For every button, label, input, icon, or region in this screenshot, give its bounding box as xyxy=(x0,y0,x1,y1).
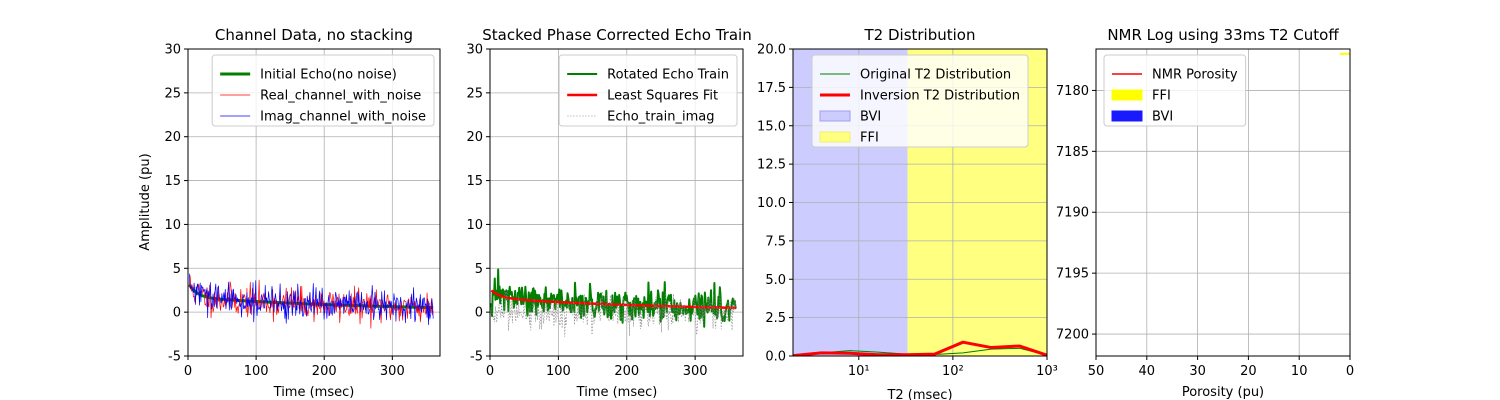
legend: Original T2 Distribution Inversion T2 Dis… xyxy=(811,54,1029,148)
panel-t2-distribution: 10¹ 10² 10³ 0.0 2.5 5.0 7.5 10.0 12.5 15.0 17.5 20.… xyxy=(757,26,1058,400)
x-tick-label: 0 xyxy=(184,364,192,379)
plot-area-nmr-log: 50 40 30 20 10 0 7180 7185 7190 7195 7200 NMR Poros… xyxy=(1056,48,1354,379)
y-tick-label: 5.0 xyxy=(765,273,786,288)
legend-label: Inversion T2 Distribution xyxy=(860,89,1020,104)
x-tick-label: 100 xyxy=(546,364,571,379)
series-line-inversion-t2-distribution xyxy=(793,340,1047,356)
y-tick-label: 2.5 xyxy=(765,311,786,326)
y-tick-label: -5 xyxy=(168,350,181,365)
y-tick-label: 17.5 xyxy=(757,81,786,96)
x-tick-label: 50 xyxy=(1088,364,1105,379)
legend-box xyxy=(811,54,1029,148)
legend-swatch xyxy=(819,131,851,143)
y-tick-label: 15.0 xyxy=(757,119,786,134)
y-tick-label: 0.0 xyxy=(765,350,786,365)
chart-title-nmr-log: NMR Log using 33ms T2 Cutoff xyxy=(1107,26,1339,44)
legend-swatch xyxy=(1111,110,1143,122)
x-tick-label: 300 xyxy=(380,364,405,379)
legend-label: BVI xyxy=(1152,110,1173,125)
x-tick-label: 0 xyxy=(486,364,494,379)
chart-title-stacked-echo-train: Stacked Phase Corrected Echo Train xyxy=(482,26,752,44)
chart-title-t2-distribution: T2 Distribution xyxy=(864,26,976,44)
y-axis-label-channel-data: Amplitude (pu) xyxy=(138,153,153,250)
x-tick-label: 10² xyxy=(942,364,964,379)
x-tick-label: 20 xyxy=(1240,364,1257,379)
x-axis-label-t2-distribution: T2 (msec) xyxy=(886,388,952,400)
x-axis-label-stacked-echo-train: Time (msec) xyxy=(576,385,658,400)
legend-box xyxy=(1103,54,1247,127)
series-line-echo-train-imag xyxy=(491,289,737,337)
y-tick-label: 7185 xyxy=(1056,145,1089,160)
x-axis-label-nmr-log: Porosity (pu) xyxy=(1182,385,1264,400)
y-tick-label: 10 xyxy=(164,218,181,233)
y-tick-label: 15 xyxy=(164,174,181,189)
legend-label: Real_channel_with_noise xyxy=(260,89,421,104)
x-axis-label-channel-data: Time (msec) xyxy=(273,385,355,400)
y-tick-label: 15 xyxy=(466,174,483,189)
legend-box xyxy=(211,54,435,127)
legend-label: BVI xyxy=(860,110,881,125)
y-tick-label: 7190 xyxy=(1056,206,1089,221)
x-tick-label: 100 xyxy=(244,364,269,379)
legend-label: Least Squares Fit xyxy=(607,89,718,104)
y-tick-label: 7200 xyxy=(1056,328,1089,343)
x-tick-label: 30 xyxy=(1189,364,1206,379)
legend-label: Imag_channel_with_noise xyxy=(260,110,426,125)
y-tick-label: 30 xyxy=(466,43,483,58)
axes-frame xyxy=(489,48,744,357)
axes-frame xyxy=(792,48,1048,357)
legend-label: Rotated Echo Train xyxy=(607,68,729,83)
legend-label: Original T2 Distribution xyxy=(860,68,1011,83)
y-tick-label: 7195 xyxy=(1056,267,1089,282)
y-tick-label: 0 xyxy=(173,306,181,321)
y-tick-label: 20.0 xyxy=(757,43,786,58)
y-tick-label: -5 xyxy=(470,350,483,365)
x-tick-label: 10³ xyxy=(1036,364,1058,379)
y-tick-label: 25 xyxy=(164,86,181,101)
x-tick-label: 10¹ xyxy=(848,364,870,379)
x-tick-label: 200 xyxy=(312,364,337,379)
x-tick-label: 10 xyxy=(1291,364,1308,379)
series-line-imag-channel-with-noise xyxy=(189,273,434,326)
y-tick-label: 10 xyxy=(466,218,483,233)
plot-area-t2-distribution: 10¹ 10² 10³ 0.0 2.5 5.0 7.5 10.0 12.5 15.0 17.5 20.… xyxy=(757,43,1058,380)
legend: NMR Porosity FFI BVI xyxy=(1103,54,1247,127)
y-tick-label: 12.5 xyxy=(757,158,786,173)
x-tick-label: 0 xyxy=(1346,364,1354,379)
legend: Rotated Echo Train Least Squares Fit Echo_… xyxy=(558,54,738,127)
y-tick-label: 7.5 xyxy=(765,234,786,249)
y-tick-label: 25 xyxy=(466,86,483,101)
axes-frame xyxy=(187,48,441,357)
y-tick-label: 20 xyxy=(466,130,483,145)
legend-swatch xyxy=(819,110,851,122)
legend-label: FFI xyxy=(860,131,879,146)
y-tick-label: 5 xyxy=(173,262,181,277)
y-tick-label: 0 xyxy=(475,306,483,321)
legend-label: Echo_train_imag xyxy=(607,110,714,125)
panel-nmr-log: 50 40 30 20 10 0 7180 7185 7190 7195 7200 NMR Poros… xyxy=(1056,26,1354,400)
y-tick-label: 7180 xyxy=(1056,84,1089,99)
y-tick-label: 20 xyxy=(164,130,181,145)
legend-box xyxy=(558,54,738,127)
y-tick-label: 5 xyxy=(475,262,483,277)
chart-title-channel-data: Channel Data, no stacking xyxy=(215,26,413,44)
y-tick-label: 30 xyxy=(164,43,181,58)
legend-label: Initial Echo(no noise) xyxy=(260,68,397,83)
legend: Initial Echo(no noise) Real_channel_with_… xyxy=(211,54,435,127)
series-line-rotated-echo-train xyxy=(490,268,737,328)
y-tick-label: 10.0 xyxy=(757,196,786,211)
x-tick-label: 200 xyxy=(614,364,639,379)
x-tick-label: 300 xyxy=(683,364,708,379)
legend-label: FFI xyxy=(1152,89,1171,104)
legend-swatch xyxy=(1111,89,1143,101)
axes-frame xyxy=(1095,48,1351,357)
legend-label: NMR Porosity xyxy=(1152,68,1238,83)
x-tick-label: 40 xyxy=(1139,364,1156,379)
